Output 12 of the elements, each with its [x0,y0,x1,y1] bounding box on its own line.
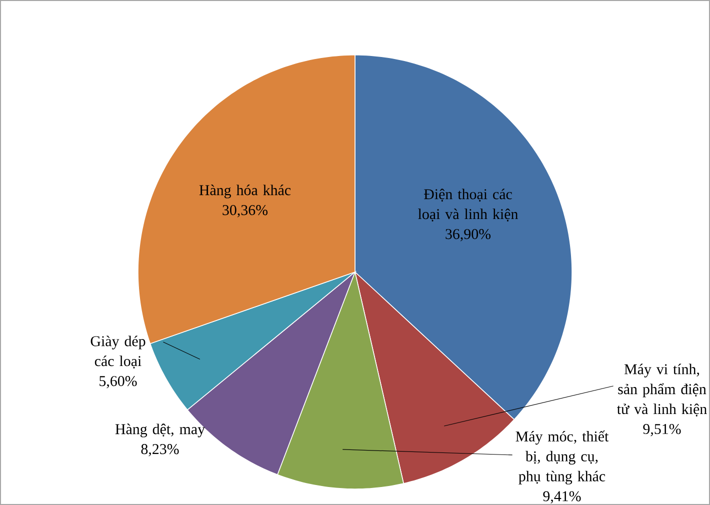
data-label: 5,60% [100,376,137,388]
slice-label: Máy móc, thiết bị, dụng cụ, phụ tùng khác [516,430,609,484]
slice-label: Hàng dệt, may [115,424,205,438]
data-label: 36,90% [446,229,491,242]
data-label: 9,51% [643,424,681,436]
slice-label: Máy vi tính, sản phẩm điện tử và linh kiện [617,364,707,416]
data-label: 9,41% [543,491,581,504]
slice-label: Hàng hóa khác [199,184,291,198]
data-label: 30,36% [222,205,268,218]
slice-label: Giày dép các loại [90,336,146,368]
slice-label: Điện thoại các loại và linh kiện [418,188,518,222]
data-label: 8,23% [141,444,179,456]
